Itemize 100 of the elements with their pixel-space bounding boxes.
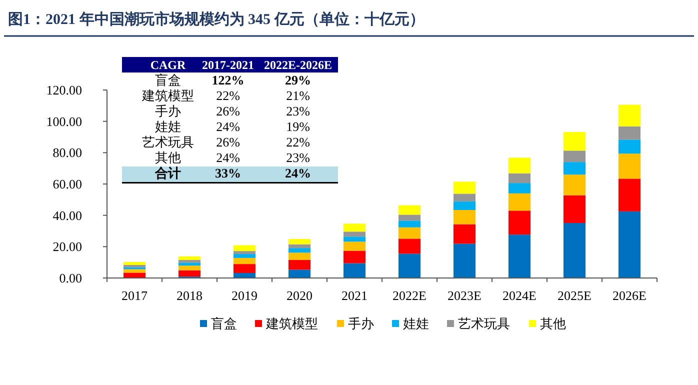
bar	[124, 272, 146, 278]
bar	[564, 174, 586, 196]
bar	[508, 158, 530, 174]
annotation: 手办	[155, 104, 181, 118]
bar	[234, 264, 256, 273]
text: 29%	[285, 72, 311, 88]
bar	[398, 254, 420, 278]
text: CAGR	[150, 58, 186, 72]
x-tick-label: 2023E	[448, 288, 482, 303]
x-tick-label: 2017	[122, 288, 148, 303]
y-tick-label: 60.00	[52, 176, 82, 192]
y-tick-label: 0.00	[59, 270, 82, 286]
x-tick-label: 2019	[232, 288, 258, 303]
bar	[178, 270, 200, 277]
bar	[398, 227, 420, 239]
annotation: 艺术玩具	[142, 134, 194, 150]
annotation: 33%	[215, 166, 241, 180]
bar	[564, 223, 586, 278]
annotation: 26%	[216, 104, 240, 118]
legend-label: 盲盒	[211, 316, 237, 331]
bar	[124, 269, 146, 273]
bar	[288, 238, 310, 244]
y-tick-label: 100.00	[46, 114, 82, 129]
y-tick-label: 80.00	[52, 145, 82, 160]
bar	[398, 220, 420, 228]
annotation: 24%	[216, 150, 240, 165]
annotation: 23%	[286, 104, 310, 118]
annotation: 娃娃	[155, 119, 181, 134]
annotation: 26%	[216, 134, 240, 150]
bar	[288, 252, 310, 260]
bar	[564, 162, 586, 175]
x-tick-label: 2018	[176, 288, 202, 303]
legend-label: 艺术玩具	[458, 316, 510, 331]
bar	[124, 264, 146, 268]
bar	[564, 132, 586, 151]
x-tick-label: 2026E	[612, 288, 647, 303]
x-tick-label: 2020	[286, 288, 312, 303]
legend-label: 其他	[540, 316, 566, 331]
x-tick-label: 2025E	[558, 288, 592, 303]
x-tick-label: 2022E	[392, 288, 427, 303]
bar	[454, 210, 476, 224]
text: 2017-2021	[202, 58, 254, 72]
text: 盲盒	[155, 72, 181, 88]
bar	[508, 193, 530, 211]
bar	[618, 211, 640, 278]
bar	[234, 272, 256, 278]
bar	[234, 245, 256, 252]
annotation: 19%	[286, 119, 310, 134]
bar	[288, 270, 310, 278]
bar	[234, 251, 256, 254]
bar	[398, 205, 420, 215]
bar	[178, 266, 200, 270]
bar	[124, 262, 146, 265]
annotation: 24%	[285, 166, 311, 180]
bar	[234, 254, 256, 258]
bar	[508, 173, 530, 184]
bar	[344, 236, 366, 242]
bar	[454, 194, 476, 202]
legend-label: 娃娃	[403, 316, 429, 331]
bar	[454, 244, 476, 278]
legend-label: 建筑模型	[265, 316, 318, 331]
y-tick-label: 120.00	[46, 82, 82, 98]
annotation: 21%	[286, 88, 310, 103]
bar	[398, 214, 420, 221]
bar	[508, 234, 530, 278]
text: 122%	[212, 72, 244, 88]
bar	[564, 195, 586, 224]
bar	[288, 260, 310, 270]
bar	[398, 238, 420, 254]
bar	[344, 232, 366, 237]
text: 2022E-2026E	[264, 58, 332, 72]
x-tick-label: 2024E	[502, 288, 537, 303]
bar	[344, 224, 366, 232]
annotation: 24%	[216, 119, 240, 134]
annotation: 23%	[286, 150, 310, 165]
bar	[178, 256, 200, 260]
y-tick-label: 40.00	[52, 208, 82, 223]
y-tick-label: 20.00	[52, 239, 82, 254]
bar	[178, 260, 200, 263]
annotation: 其他	[155, 150, 181, 165]
bar	[618, 140, 640, 154]
bar	[508, 183, 530, 194]
bar	[344, 263, 366, 278]
annotation: 合计	[154, 166, 181, 180]
bar	[288, 244, 310, 248]
annotation: 建筑模型	[141, 88, 194, 103]
bar	[508, 210, 530, 235]
x-tick-label: 2021	[342, 288, 368, 303]
bar	[344, 242, 366, 251]
bar	[178, 262, 200, 266]
bar	[454, 182, 476, 194]
bar	[564, 150, 586, 162]
bar	[288, 248, 310, 253]
bar	[454, 224, 476, 244]
chart-title: 图1：2021 年中国潮玩市场规模约为 345 亿元（单位：十亿元）	[8, 10, 424, 28]
bar	[344, 250, 366, 264]
annotation: 22%	[286, 134, 310, 150]
bar	[618, 126, 640, 140]
bar	[234, 258, 256, 264]
bar	[618, 154, 640, 179]
